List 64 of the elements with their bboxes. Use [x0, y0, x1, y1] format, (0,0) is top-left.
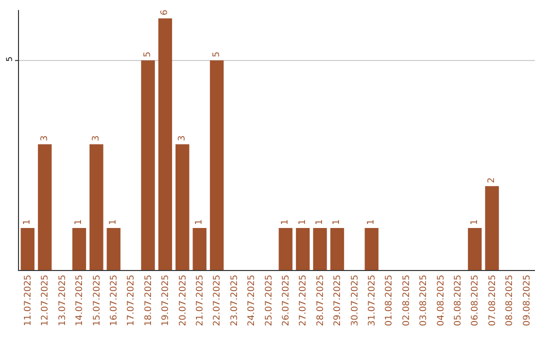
bar	[20, 228, 34, 270]
bar	[158, 18, 172, 270]
x-tick-label: 28.07.2025	[316, 274, 326, 326]
data-label: 5	[212, 52, 222, 58]
x-tick-label: 17.07.2025	[126, 274, 137, 326]
bar	[468, 228, 482, 270]
data-label: 1	[108, 219, 119, 226]
data-label: 1	[332, 219, 342, 226]
x-tick-label: 06.08.2025	[470, 274, 481, 326]
bar	[141, 60, 155, 270]
x-tick-label: 21.07.2025	[196, 274, 206, 326]
x-tick-label: 19.07.2025	[161, 274, 172, 326]
x-tick-label: 30.07.2025	[350, 274, 360, 326]
bar	[278, 228, 292, 270]
data-label: 3	[177, 135, 188, 142]
data-label: 1	[470, 219, 480, 226]
x-tick-label: 03.08.2025	[419, 274, 430, 326]
data-label: 3	[91, 135, 102, 142]
x-tick-label: 25.07.2025	[264, 274, 274, 326]
x-tick-label: 11.07.2025	[24, 274, 34, 326]
bar	[210, 60, 224, 270]
x-tick-label: 27.07.2025	[298, 274, 309, 326]
data-label: 1	[74, 219, 84, 226]
x-tick-label: 04.08.2025	[436, 274, 446, 326]
bar	[72, 228, 86, 270]
x-tick-label: 29.07.2025	[333, 274, 344, 326]
x-tick-label: 07.08.2025	[488, 274, 498, 326]
x-tick-label: 26.07.2025	[282, 274, 292, 326]
data-label: 1	[194, 219, 205, 226]
x-tick-label: 13.07.2025	[58, 274, 68, 326]
x-tick-label: 16.07.2025	[110, 274, 120, 326]
data-label: 5	[143, 52, 153, 58]
data-label: 1	[280, 219, 291, 226]
x-tick-label: 08.08.2025	[505, 274, 516, 326]
bar	[176, 144, 190, 270]
bar	[485, 186, 499, 270]
data-label: 1	[298, 219, 308, 226]
data-label: 6	[160, 9, 170, 16]
bar	[364, 228, 378, 270]
x-tick-label: 18.07.2025	[144, 274, 154, 326]
x-tick-label: 02.08.2025	[402, 274, 412, 326]
data-label: 3	[40, 135, 50, 142]
x-tick-label: 15.07.2025	[92, 274, 102, 326]
bar	[90, 144, 104, 270]
x-tick-label: 12.07.2025	[40, 274, 51, 326]
x-tick-label: 24.07.2025	[247, 274, 258, 326]
x-tick-label: 01.08.2025	[384, 274, 395, 326]
data-label: 1	[315, 219, 325, 226]
x-tick-label: 09.08.2025	[522, 274, 532, 326]
x-tick-label: 05.08.2025	[454, 274, 464, 326]
data-label: 1	[366, 219, 377, 226]
bar	[106, 228, 120, 270]
bar	[192, 228, 206, 270]
bar	[330, 228, 344, 270]
x-tick-label: 23.07.2025	[230, 274, 240, 326]
bar	[313, 228, 327, 270]
bar	[296, 228, 310, 270]
x-tick-label: 31.07.2025	[368, 274, 378, 326]
bar	[38, 144, 52, 270]
x-tick-label: 20.07.2025	[178, 274, 188, 326]
x-tick-label: 22.07.2025	[212, 274, 223, 326]
data-label: 1	[22, 219, 33, 226]
x-tick-label: 14.07.2025	[75, 274, 86, 326]
data-label: 2	[487, 177, 497, 184]
